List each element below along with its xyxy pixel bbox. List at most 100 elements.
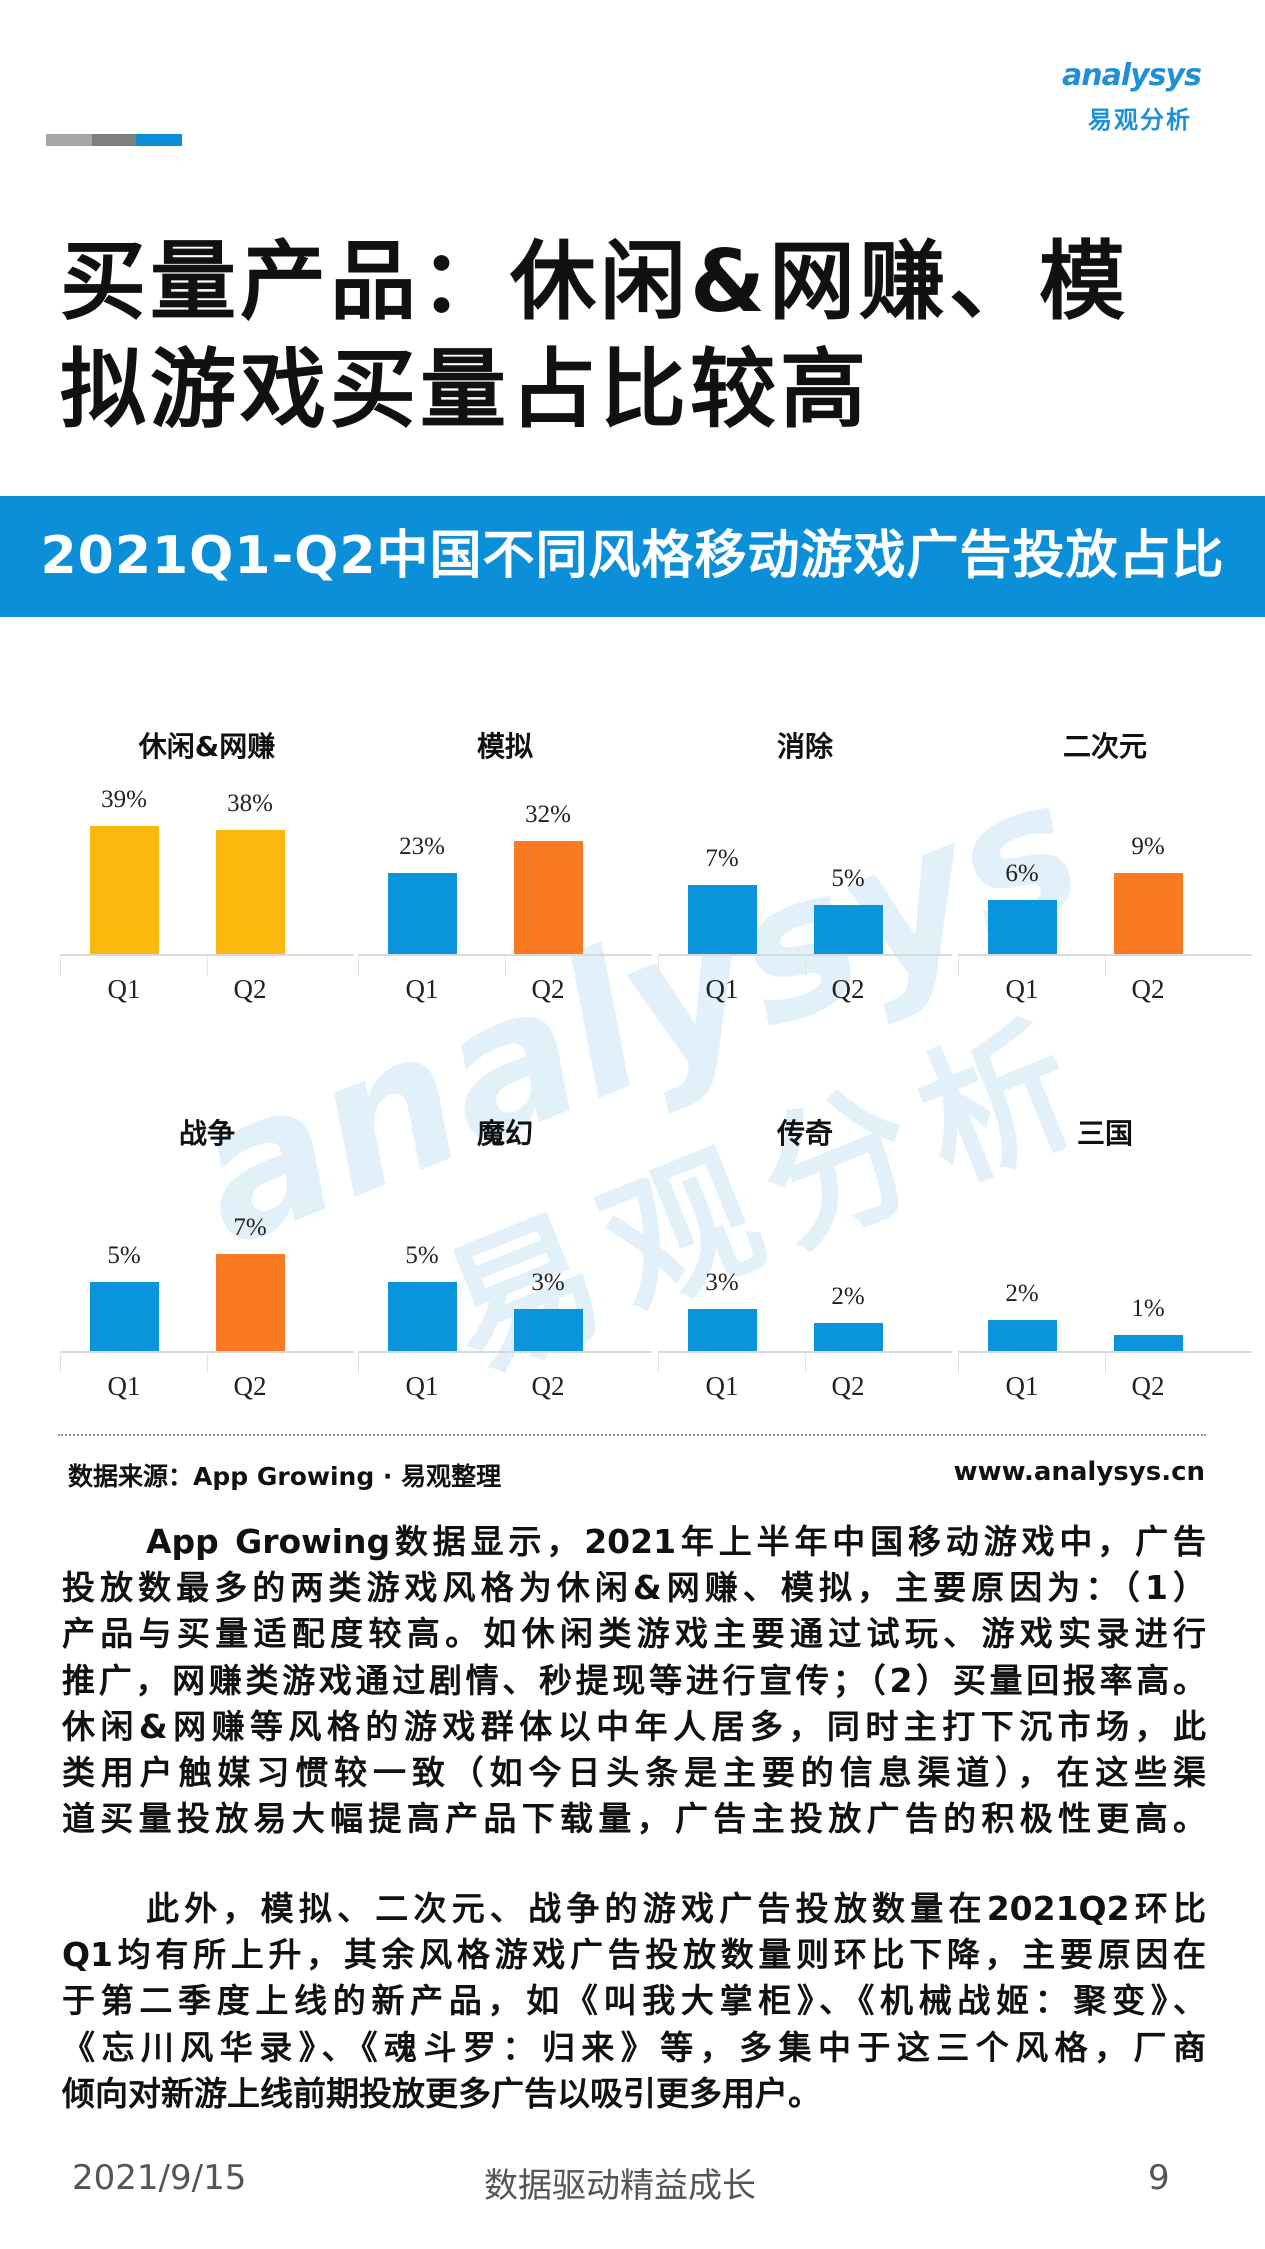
chart-panel: 三国 2% Q1 1% Q2 — [958, 0, 1252, 1401]
x-axis-tick — [505, 1351, 506, 1373]
data-label: 32% — [525, 801, 571, 829]
x-tick-label: Q1 — [405, 1371, 439, 1401]
chart-panel: 消除 7% Q1 5% Q2 — [658, 0, 952, 1004]
chart-title: 二次元 — [1062, 730, 1147, 763]
bar-q2 — [1114, 873, 1183, 954]
data-label: 38% — [227, 789, 273, 817]
chart-panel: 二次元 6% Q1 9% Q2 — [958, 0, 1252, 1004]
title-line: 买量产品：休闲&网赚、模 — [60, 232, 1129, 332]
text-line: 类用户触媒习惯较一致（如今日头条是主要的信息渠道），在这些渠 — [62, 1753, 1206, 1793]
x-axis-tick — [1105, 954, 1106, 976]
page-title: 买量产品：休闲&网赚、模 拟游戏买量占比较高 — [60, 228, 1220, 444]
x-axis-tick — [658, 1351, 659, 1373]
footer-slogan: 数据驱动精益成长 — [484, 2166, 756, 2206]
x-axis-tick — [505, 954, 506, 976]
x-tick-label: Q2 — [1131, 1371, 1165, 1401]
bar-q2 — [514, 1309, 583, 1351]
chart-panel: 传奇 3% Q1 2% Q2 — [658, 0, 952, 1401]
text-line: 于第二季度上线的新产品，如《叫我大掌柜》、《机械战姬：聚变》、 — [62, 1981, 1206, 2021]
bar-q1 — [90, 826, 159, 954]
x-tick-label: Q1 — [705, 1371, 739, 1401]
bar-q2 — [514, 841, 583, 954]
footer-date: 2021/9/15 — [72, 2158, 247, 2198]
x-tick-label: Q1 — [107, 1371, 141, 1401]
x-tick-label: Q2 — [831, 1371, 865, 1401]
x-axis-tick — [1105, 1351, 1106, 1373]
x-tick-label: Q1 — [1005, 974, 1039, 1004]
data-label: 5% — [107, 1241, 141, 1269]
decor-bar-segment — [92, 134, 136, 146]
text-line: 产品与买量适配度较高。如休闲类游戏主要通过试玩、游戏实录进行 — [62, 1614, 1206, 1654]
bar-q1 — [90, 1281, 159, 1351]
data-label: 39% — [101, 786, 147, 814]
x-axis-tick — [358, 1351, 359, 1373]
chart-title: 三国 — [1076, 1117, 1133, 1150]
data-label: 23% — [399, 832, 445, 860]
source-note: 数据来源：App Growing · 易观整理 — [68, 1462, 502, 1491]
chart-title: 魔幻 — [476, 1117, 533, 1150]
watermark-text-en: analysys — [164, 735, 1110, 1289]
page-number: 9 — [1148, 2158, 1170, 2198]
data-label: 3% — [531, 1269, 565, 1297]
data-label: 2% — [831, 1283, 865, 1311]
text-line: 此外，模拟、二次元、战争的游戏广告投放数量在2021Q2环比 — [146, 1889, 1206, 1928]
x-axis-tick — [358, 954, 359, 976]
x-axis-tick — [207, 954, 208, 976]
chart-title: 模拟 — [476, 730, 533, 763]
chart-panel: 模拟 23% Q1 32% Q2 — [358, 0, 652, 1004]
x-tick-label: Q1 — [1005, 1371, 1039, 1401]
chart-title: 战争 — [178, 1117, 235, 1150]
data-label: 1% — [1131, 1295, 1165, 1323]
x-axis-tick — [60, 954, 61, 976]
x-tick-label: Q2 — [531, 974, 565, 1004]
title-line: 拟游戏买量占比较高 — [60, 340, 870, 440]
logo-text-cn: 易观分析 — [1088, 106, 1192, 134]
bar-q2 — [216, 829, 285, 954]
watermark: analysys 易观分析 — [164, 735, 1156, 1474]
bar-q2 — [1114, 1335, 1183, 1351]
logo-text-en: analysys — [1062, 58, 1202, 93]
chart-title: 休闲&网赚 — [138, 730, 276, 763]
body-paragraph-1: App Growing数据显示，2021年上半年中国移动游戏中，广告 投放数最多… — [62, 1519, 1206, 1842]
text-line: Q1均有所上升，其余风格游戏广告投放数量则环比下降，主要原因在 — [62, 1935, 1206, 1975]
data-label: 7% — [705, 845, 739, 873]
decor-bar-segment — [136, 134, 182, 146]
data-label: 3% — [705, 1269, 739, 1297]
body-paragraph-2: 此外，模拟、二次元、战争的游戏广告投放数量在2021Q2环比 Q1均有所上升，其… — [62, 1886, 1206, 2117]
text-line: App Growing数据显示，2021年上半年中国移动游戏中，广告 — [146, 1522, 1206, 1561]
data-label: 6% — [1005, 860, 1039, 887]
text-line: 休闲&网赚等风格的游戏群体以中年人居多，同时主打下沉市场，此 — [62, 1706, 1206, 1746]
data-label: 5% — [405, 1241, 439, 1269]
bar-q1 — [388, 872, 457, 954]
x-tick-label: Q1 — [405, 974, 439, 1004]
x-axis-tick — [958, 1351, 959, 1373]
bar-q2 — [216, 1254, 285, 1351]
x-axis-tick — [958, 954, 959, 976]
chart-panel: 休闲&网赚 39% Q1 38% Q2 — [60, 0, 354, 1004]
data-label: 2% — [1005, 1279, 1039, 1307]
x-tick-label: Q1 — [107, 974, 141, 1004]
x-axis-tick — [805, 1351, 806, 1373]
text-line: 推广，网赚类游戏通过剧情、秒提现等进行宣传；（2）买量回报率高。 — [62, 1660, 1206, 1700]
bar-q1 — [988, 1319, 1057, 1351]
x-tick-label: Q2 — [831, 974, 865, 1004]
source-url: www.analysys.cn — [953, 1457, 1205, 1487]
chart-title: 消除 — [776, 730, 833, 763]
bar-q1 — [988, 900, 1057, 954]
x-axis-tick — [207, 1351, 208, 1373]
text-line: 道买量投放易大幅提高产品下载量，广告主投放广告的积极性更高。 — [62, 1799, 1206, 1839]
data-label: 5% — [831, 864, 865, 892]
data-label: 7% — [233, 1214, 267, 1242]
chart-banner: 2021Q1-Q2中国不同风格移动游戏广告投放占比 — [0, 496, 1265, 617]
x-tick-label: Q2 — [1131, 974, 1165, 1004]
text-line: 《忘川风华录》、《魂斗罗：归来》等，多集中于这三个风格，厂商 — [62, 2027, 1206, 2067]
x-axis-tick — [805, 954, 806, 976]
bar-q1 — [388, 1281, 457, 1351]
bar-q1 — [688, 1309, 757, 1351]
x-tick-label: Q2 — [531, 1371, 565, 1401]
chart-panel: 魔幻 5% Q1 3% Q2 — [358, 0, 652, 1401]
chart-title: 传奇 — [776, 1117, 833, 1150]
decor-bar — [46, 134, 182, 146]
x-tick-label: Q2 — [233, 974, 267, 1004]
x-tick-label: Q2 — [233, 1371, 267, 1401]
